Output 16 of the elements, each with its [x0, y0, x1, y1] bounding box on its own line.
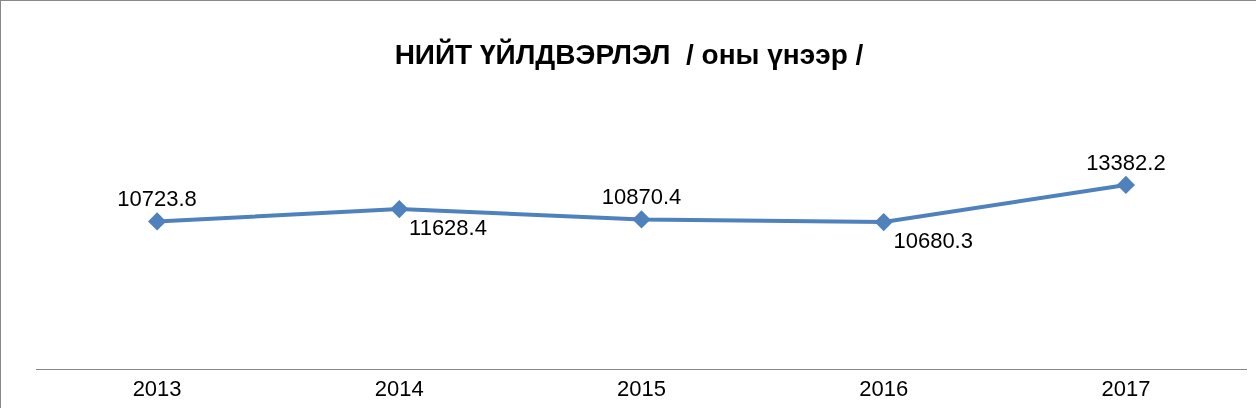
data-label: 13382.2 [1086, 149, 1166, 175]
x-tick-label: 2015 [617, 376, 666, 402]
point [390, 199, 409, 219]
x-tick-label: 2016 [859, 376, 909, 402]
x-tick-label: 2013 [132, 376, 182, 402]
point [148, 212, 167, 231]
point [1116, 175, 1135, 194]
data-label: 10680.3 [893, 228, 973, 254]
x-tick-label: 2017 [1101, 376, 1151, 402]
data-label: 10723.8 [117, 186, 197, 212]
point [632, 210, 651, 229]
point [874, 212, 893, 232]
x-tick-label: 2014 [374, 376, 424, 402]
chart-title: НИЙТ ҮЙЛДВЭРЛЭЛ / оны үнээр / [394, 37, 864, 70]
data-label: 10870.4 [601, 184, 682, 210]
data-label: 11628.4 [409, 215, 487, 241]
